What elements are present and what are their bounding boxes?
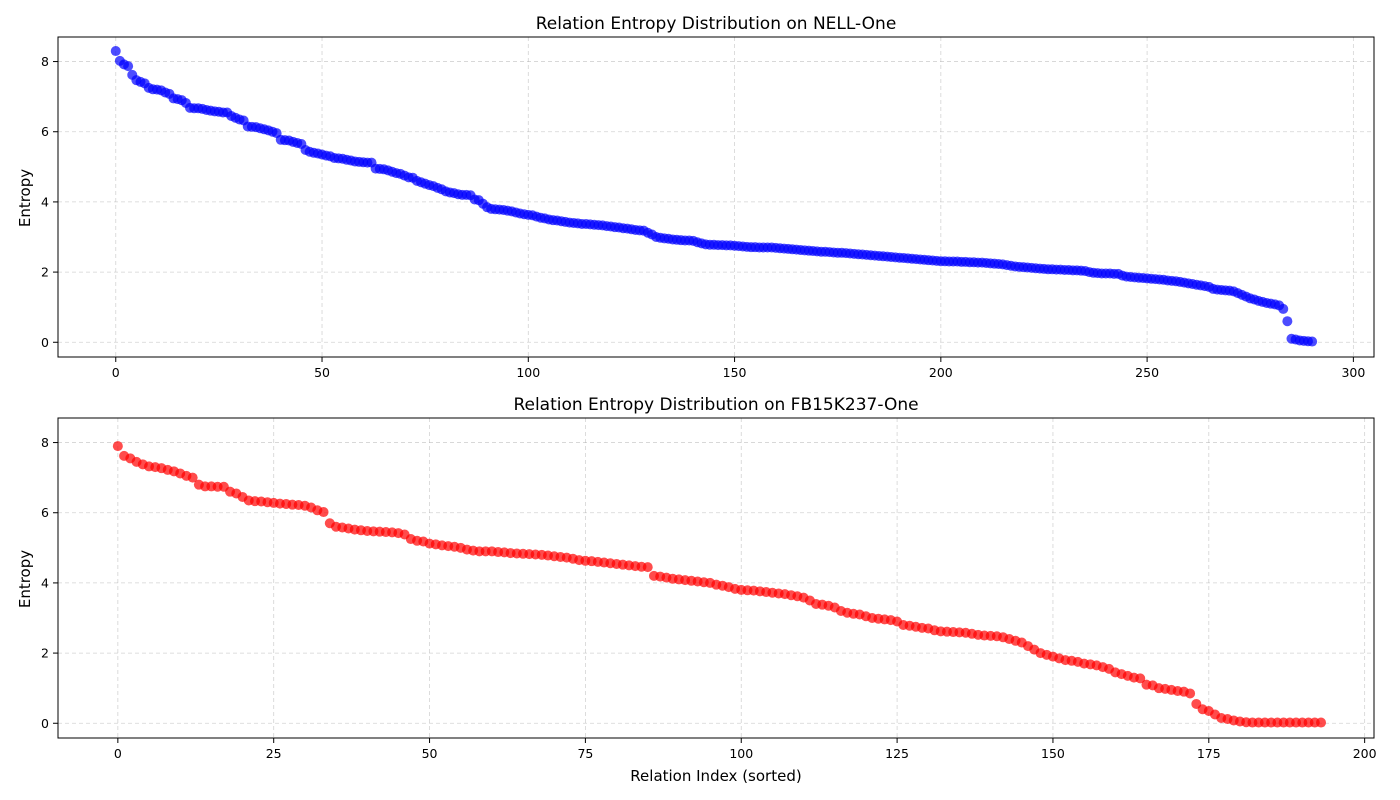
- x-tick-label: 25: [266, 746, 282, 761]
- x-tick-label: 50: [314, 365, 330, 380]
- data-points: [110, 46, 1318, 347]
- data-point: [187, 472, 198, 483]
- y-tick-label: 8: [41, 435, 49, 450]
- plot-frame: [57, 417, 1375, 739]
- data-point: [1282, 316, 1293, 327]
- x-tick-label: 100: [729, 746, 753, 761]
- y-tick-label: 6: [41, 505, 49, 520]
- x-tick-label: 175: [1197, 746, 1221, 761]
- chart-title: Relation Entropy Distribution on FB15K23…: [513, 395, 918, 415]
- plot-frame: [57, 36, 1375, 358]
- x-tick-label: 0: [114, 746, 122, 761]
- data-point: [1307, 336, 1318, 347]
- x-tick-label: 300: [1341, 365, 1365, 380]
- data-point: [642, 562, 653, 573]
- nell-one-subplot: Relation Entropy Distribution on NELL-On…: [16, 14, 1375, 380]
- y-tick-label: 6: [41, 124, 49, 139]
- y-tick-label: 2: [41, 646, 49, 661]
- data-point: [123, 61, 134, 72]
- data-point: [1135, 673, 1146, 684]
- x-tick-label: 250: [1135, 365, 1159, 380]
- fb15k237-one-subplot: Relation Entropy Distribution on FB15K23…: [16, 395, 1377, 785]
- data-point: [1185, 688, 1196, 699]
- y-tick-label: 8: [41, 54, 49, 69]
- x-tick-label: 200: [929, 365, 953, 380]
- x-axis-label: Relation Index (sorted): [630, 767, 801, 785]
- x-tick-label: 125: [885, 746, 909, 761]
- y-tick-label: 0: [41, 335, 49, 350]
- x-tick-label: 150: [1041, 746, 1065, 761]
- data-point: [110, 46, 121, 57]
- y-tick-label: 4: [41, 575, 49, 590]
- data-point: [1278, 303, 1289, 314]
- data-point: [112, 441, 123, 452]
- y-tick-label: 0: [41, 716, 49, 731]
- x-tick-label: 0: [112, 365, 120, 380]
- y-tick-label: 2: [41, 265, 49, 280]
- x-tick-label: 75: [577, 746, 593, 761]
- x-tick-label: 200: [1353, 746, 1377, 761]
- y-axis-label: Entropy: [16, 169, 34, 227]
- x-tick-label: 150: [723, 365, 747, 380]
- x-tick-label: 50: [422, 746, 438, 761]
- y-axis-label: Entropy: [16, 550, 34, 608]
- data-point: [318, 507, 329, 518]
- data-points: [112, 441, 1327, 728]
- x-tick-label: 100: [516, 365, 540, 380]
- data-point: [1316, 717, 1327, 728]
- chart-title: Relation Entropy Distribution on NELL-On…: [536, 14, 897, 34]
- y-tick-label: 4: [41, 194, 49, 209]
